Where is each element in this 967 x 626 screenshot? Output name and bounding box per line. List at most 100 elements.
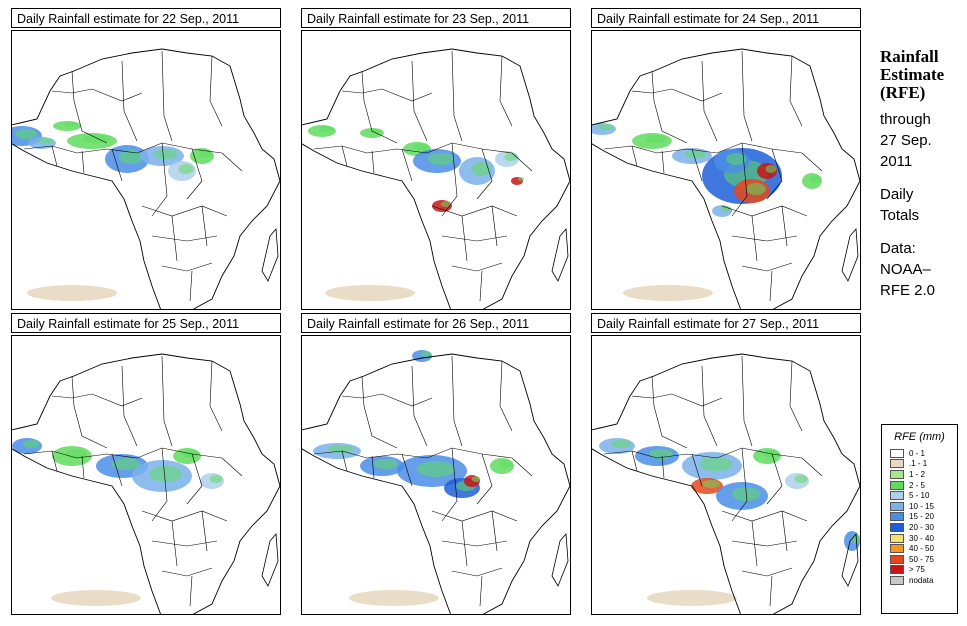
country-border (51, 393, 143, 407)
country-border (731, 447, 748, 522)
africa-rainfall-map (301, 30, 571, 310)
country-border (401, 453, 413, 487)
rainfall-patch (794, 475, 808, 483)
country-border (701, 60, 718, 142)
legend-swatch (890, 512, 904, 522)
country-border (141, 510, 228, 522)
map-graphic (302, 48, 570, 309)
rainfall-patch (517, 177, 525, 181)
africa-rainfall-map (301, 335, 571, 615)
country-border (361, 70, 398, 144)
africa-coastline (12, 353, 280, 614)
country-border (451, 567, 503, 577)
country-border (691, 148, 703, 182)
legend-label: 15 - 20 (909, 512, 934, 522)
country-border (221, 457, 243, 477)
daily-label: Daily (880, 186, 914, 203)
africa-rainfall-map (591, 335, 861, 615)
country-border (209, 360, 223, 432)
light-rain-area (349, 590, 439, 606)
panel-title: Daily Rainfall estimate for 22 Sep., 201… (11, 8, 281, 28)
country-border (511, 457, 533, 477)
legend-swatch (890, 565, 904, 575)
africa-coastline (302, 48, 570, 309)
legend-swatch (890, 501, 904, 511)
rainfall-patch (65, 449, 87, 459)
legend-row: 5 - 10 (890, 490, 957, 501)
legend-row: 40 - 50 (890, 543, 957, 554)
legend-label: 0 - 1 (909, 448, 926, 458)
country-border (186, 453, 203, 505)
country-border (341, 393, 433, 407)
totals-label: Totals (880, 207, 920, 224)
country-border (151, 540, 218, 547)
country-border (23, 447, 223, 459)
africa-coastline (12, 48, 280, 309)
country-border (81, 150, 85, 174)
map-graphic (302, 350, 570, 614)
country-border (451, 50, 463, 142)
legend-label: 10 - 15 (909, 501, 934, 511)
legend-title: RFE (mm) (894, 431, 945, 443)
country-border (789, 55, 803, 127)
panel-title: Daily Rainfall estimate for 26 Sep., 201… (301, 313, 571, 333)
madagascar-outline (551, 228, 569, 282)
legend-swatch (890, 522, 904, 532)
country-border (441, 235, 508, 242)
country-border (441, 447, 458, 522)
rainfall-patch (685, 150, 707, 158)
country-border (313, 447, 513, 459)
country-border (431, 510, 518, 522)
country-border (731, 235, 798, 242)
country-border (741, 262, 793, 272)
rainfall-patch (765, 165, 777, 173)
legend-swatch (890, 491, 904, 501)
legend-row: > 75 (890, 565, 957, 576)
country-border (631, 88, 723, 102)
country-border (766, 453, 783, 505)
rainfall-field (12, 121, 214, 301)
rainfall-patch (38, 138, 54, 144)
light-rain-area (51, 590, 141, 606)
country-border (661, 455, 665, 479)
country-border (51, 145, 58, 167)
country-border (603, 447, 803, 459)
country-border (769, 575, 773, 607)
country-border (451, 355, 463, 447)
country-border (461, 520, 468, 567)
country-border (51, 450, 58, 472)
madagascar-outline (261, 228, 279, 282)
rainfall-patch (611, 440, 631, 448)
country-border (781, 205, 788, 247)
panel-title: Daily Rainfall estimate for 25 Sep., 201… (11, 313, 281, 333)
rainfall-patch (440, 201, 452, 207)
legend-label: 2 - 5 (909, 480, 926, 490)
country-border (81, 455, 85, 479)
rainfall-patch (702, 480, 720, 488)
country-border (313, 142, 513, 154)
country-border (766, 148, 783, 200)
country-border (51, 88, 143, 102)
map-panel-sep22: Daily Rainfall estimate for 22 Sep., 201… (11, 8, 281, 310)
africa-coastline (592, 353, 860, 614)
rainfall-patch (22, 440, 40, 448)
country-border (661, 150, 665, 174)
country-border (341, 88, 433, 102)
country-border (161, 50, 173, 142)
country-border (221, 152, 243, 172)
country-border (189, 270, 193, 302)
country-border (441, 142, 458, 217)
country-border (186, 148, 203, 200)
rainfall-patch (15, 129, 37, 139)
legend-label: .1 - 1 (909, 459, 928, 469)
rainfall-patch (82, 135, 110, 143)
country-border (171, 215, 178, 262)
country-border (201, 205, 208, 247)
rainfall-patch (209, 475, 223, 483)
end-date-line-1: 27 Sep. (880, 132, 932, 149)
legend-swatch (890, 554, 904, 564)
africa-coastline (592, 48, 860, 309)
country-border (479, 270, 483, 302)
country-border (651, 70, 688, 144)
